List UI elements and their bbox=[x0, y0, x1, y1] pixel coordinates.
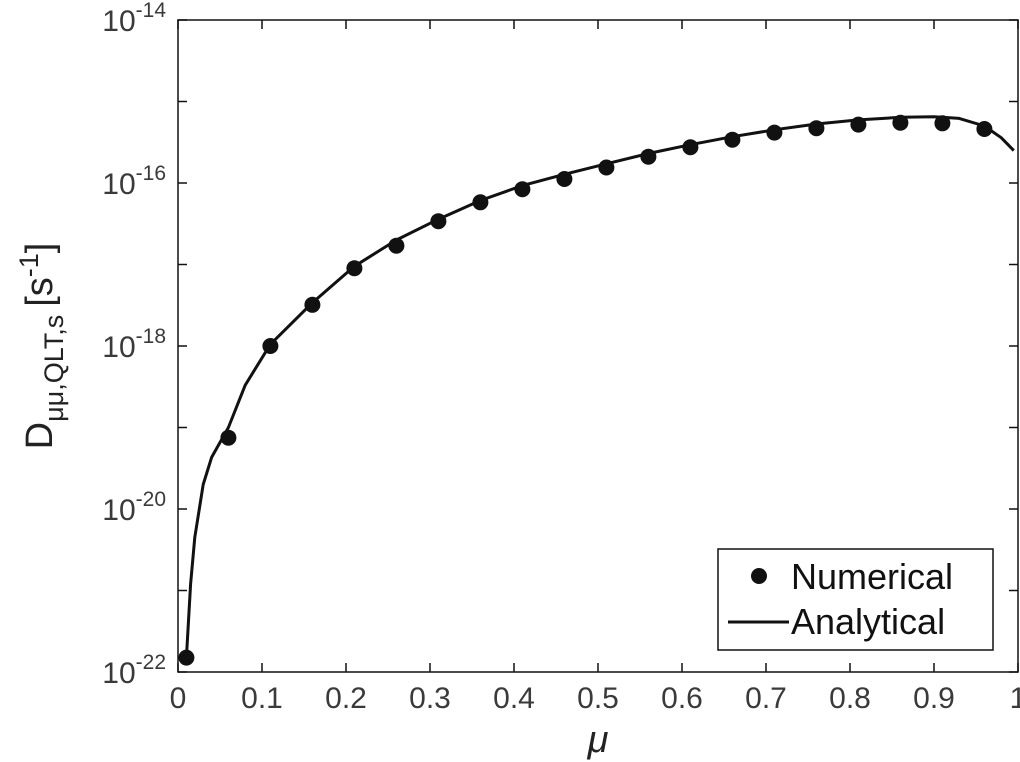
data-point-numerical bbox=[430, 213, 447, 230]
data-point-numerical bbox=[262, 338, 279, 354]
x-tick-label: 0.1 bbox=[241, 682, 283, 715]
y-axis-title: Dμμ,QLT,s [s-1] bbox=[14, 243, 69, 450]
data-point-numerical bbox=[556, 171, 573, 187]
y-axis-title-main: D bbox=[19, 422, 61, 449]
y-tick-label-base: 10 bbox=[102, 657, 135, 690]
x-tick-label: 0.2 bbox=[325, 682, 367, 715]
data-point-numerical bbox=[808, 120, 825, 137]
data-point-numerical bbox=[220, 429, 237, 446]
y-tick-label-exponent: -16 bbox=[136, 162, 166, 185]
data-point-numerical bbox=[178, 649, 195, 666]
y-axis-title-unit-exponent: -1 bbox=[14, 253, 44, 277]
data-point-numerical bbox=[682, 139, 699, 156]
x-tick-label: 1 bbox=[1010, 682, 1020, 715]
x-tick-label: 0.7 bbox=[745, 682, 787, 715]
y-tick-label-base: 10 bbox=[102, 494, 135, 527]
data-point-numerical bbox=[934, 115, 951, 132]
series-layer bbox=[178, 114, 1015, 666]
data-point-numerical bbox=[640, 148, 657, 165]
y-tick-label-base: 10 bbox=[102, 5, 135, 38]
y-tick-label-exponent: -14 bbox=[136, 0, 167, 22]
legend: Numerical Analytical bbox=[717, 548, 994, 651]
x-tick-label: 0.9 bbox=[913, 682, 955, 715]
y-tick-label: 10-18 bbox=[102, 325, 166, 364]
x-tick-label: 0.5 bbox=[577, 682, 619, 715]
legend-label-numerical: Numerical bbox=[791, 556, 953, 597]
x-axis-title: μ bbox=[587, 719, 609, 761]
data-point-numerical bbox=[388, 237, 405, 254]
data-point-numerical bbox=[766, 124, 783, 141]
y-axis-title-unit-close: ] bbox=[19, 243, 61, 254]
x-tick-label: 0.8 bbox=[829, 682, 871, 715]
legend-label-analytical: Analytical bbox=[791, 601, 945, 642]
data-point-numerical bbox=[976, 121, 993, 137]
series-line-analytical bbox=[184, 115, 1015, 658]
data-point-numerical bbox=[598, 159, 615, 176]
x-axis: 0 0.1 0.2 0.3 0.4 0.5 0.6 0.7 0.8 0.9 1 bbox=[170, 20, 1020, 715]
y-axis-title-unit-open: [s bbox=[19, 277, 61, 307]
y-tick-label: 10-22 bbox=[102, 651, 166, 690]
y-tick-label-exponent: -20 bbox=[136, 488, 166, 511]
legend-box bbox=[717, 548, 994, 651]
svg-text:Dμμ,QLT,s[s-1]: Dμμ,QLT,s [s-1] bbox=[14, 243, 69, 450]
y-tick-label: 10-16 bbox=[102, 162, 166, 201]
y-tick-label-base: 10 bbox=[102, 331, 135, 364]
x-tick-label: 0.4 bbox=[493, 682, 535, 715]
data-point-numerical bbox=[472, 194, 489, 211]
data-point-numerical bbox=[724, 131, 741, 148]
y-tick-label: 10-20 bbox=[102, 488, 166, 527]
data-point-numerical bbox=[304, 296, 321, 313]
y-tick-label: 10-14 bbox=[102, 0, 166, 38]
data-point-numerical bbox=[850, 116, 867, 133]
y-tick-label-base: 10 bbox=[102, 168, 135, 201]
data-point-numerical bbox=[892, 114, 909, 131]
y-tick-label-exponent: -22 bbox=[136, 651, 166, 674]
legend-marker-numerical bbox=[751, 568, 767, 584]
data-point-numerical bbox=[346, 260, 363, 277]
y-tick-label-exponent: -18 bbox=[136, 325, 166, 348]
data-point-numerical bbox=[514, 181, 531, 198]
x-tick-label: 0.6 bbox=[661, 682, 703, 715]
x-tick-label: 0 bbox=[170, 682, 187, 715]
y-axis-title-subscript: μμ,QLT,s bbox=[39, 315, 69, 422]
x-tick-label: 0.3 bbox=[409, 682, 451, 715]
